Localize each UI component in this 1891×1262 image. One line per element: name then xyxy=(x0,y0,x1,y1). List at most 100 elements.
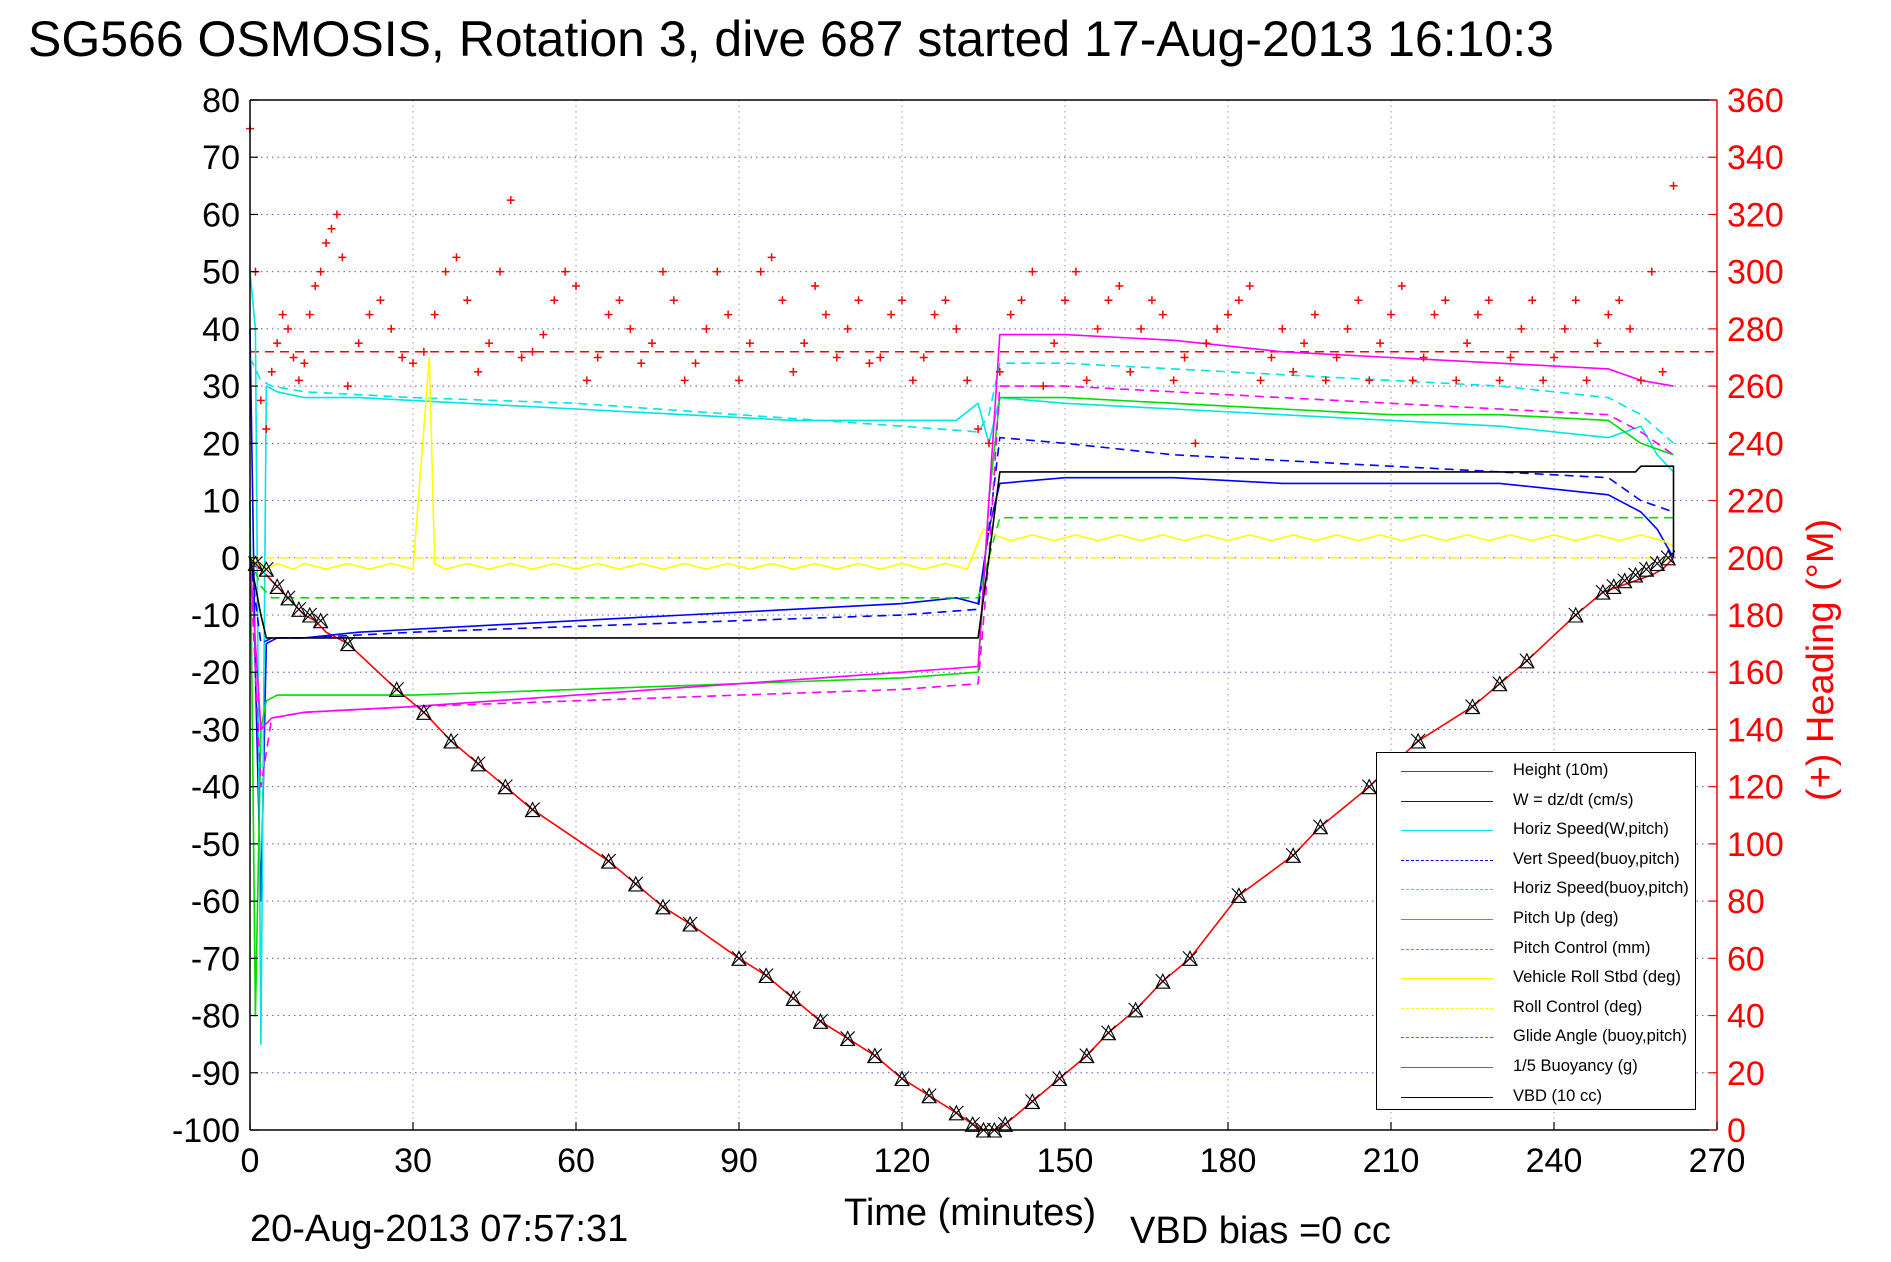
y-tick-label: 50 xyxy=(202,254,240,292)
depth-point xyxy=(682,915,698,932)
legend-swatch xyxy=(1401,948,1493,950)
heading-point xyxy=(441,267,450,276)
ticks: 0 30 60 90 120 150 180 210 240 270 80 70 60 50 40 30 20 1… xyxy=(172,82,1784,1180)
depth-point xyxy=(1595,583,1611,600)
heading-point xyxy=(1093,324,1102,333)
heading-point xyxy=(1495,376,1504,385)
legend-item: Roll Control (deg) xyxy=(1377,994,1695,1024)
heading-point xyxy=(474,367,483,376)
heading-point xyxy=(294,376,303,385)
heading-point xyxy=(267,367,276,376)
depth-point xyxy=(1660,549,1676,566)
x-tick-label: 60 xyxy=(557,1142,595,1180)
heading-point xyxy=(680,376,689,385)
heading-point xyxy=(1397,281,1406,290)
depth-point xyxy=(785,990,802,1006)
heading-point xyxy=(1354,296,1363,305)
heading-point xyxy=(713,267,722,276)
heading-point xyxy=(1636,376,1645,385)
heading-point xyxy=(724,310,733,319)
legend: Height (10m) W = dz/dt (cm/s) Horiz Speed(… xyxy=(1376,752,1696,1110)
heading-point xyxy=(1321,376,1330,385)
heading-point xyxy=(1528,296,1537,305)
heading-point xyxy=(1050,339,1059,348)
heading-point xyxy=(1180,353,1189,362)
legend-item: Vert Speed(buoy,pitch) xyxy=(1377,846,1695,876)
depth-point xyxy=(1051,1070,1068,1087)
depth-point xyxy=(339,635,356,652)
x-tick-label: 210 xyxy=(1363,1142,1420,1180)
heading-point xyxy=(311,281,320,290)
heading-point xyxy=(1582,376,1591,385)
heading-point xyxy=(658,267,667,276)
heading-point xyxy=(1256,376,1265,385)
depth-point xyxy=(655,898,671,915)
heading-point xyxy=(376,296,385,305)
heading-point xyxy=(1473,310,1482,319)
heading-point xyxy=(974,425,983,434)
legend-swatch xyxy=(1401,771,1493,772)
depth-point xyxy=(1649,555,1666,572)
heading-point xyxy=(284,324,293,333)
y2-tick-label: 340 xyxy=(1727,139,1784,177)
heading-point xyxy=(963,376,972,385)
depth-point xyxy=(1078,1047,1095,1064)
heading-point xyxy=(930,310,939,319)
depth-point xyxy=(258,560,275,577)
depth-point xyxy=(948,1104,965,1121)
y2-tick-label: 260 xyxy=(1727,368,1784,406)
depth-point xyxy=(1410,732,1427,749)
series-line-vbd-10-cc xyxy=(249,465,1675,639)
y2-tick-label: 360 xyxy=(1727,82,1784,120)
heading-point xyxy=(789,367,798,376)
heading-point xyxy=(1158,310,1167,319)
heading-point xyxy=(604,310,613,319)
heading-point xyxy=(637,359,646,368)
legend-swatch xyxy=(1401,889,1493,891)
legend-label: Glide Angle (buoy,pitch) xyxy=(1513,1027,1687,1046)
heading-point xyxy=(1615,296,1624,305)
depth-point xyxy=(1464,698,1481,715)
y-tick-label: 80 xyxy=(202,82,240,120)
heading-point xyxy=(1202,339,1211,348)
footer-vbd-bias: VBD bias =0 cc xyxy=(1130,1210,1391,1252)
depth-markers xyxy=(247,549,1676,1138)
legend-label: W = dz/dt (cm/s) xyxy=(1513,790,1634,809)
depth-point xyxy=(388,681,405,697)
heading-point xyxy=(1310,310,1319,319)
heading-point xyxy=(1365,376,1374,385)
heading-point xyxy=(1560,324,1569,333)
heading-point xyxy=(702,324,711,333)
heading-point xyxy=(1126,367,1135,376)
legend-label: VBD (10 cc) xyxy=(1513,1086,1602,1105)
heading-point xyxy=(273,339,282,348)
heading-point xyxy=(398,353,407,362)
legend-item: 1/5 Buoyancy (g) xyxy=(1377,1053,1695,1083)
heading-point xyxy=(305,310,314,319)
heading-point xyxy=(343,382,352,391)
heading-point xyxy=(1593,339,1602,348)
heading-point xyxy=(1626,324,1635,333)
legend-item: Pitch Up (deg) xyxy=(1377,905,1695,935)
heading-point xyxy=(919,353,928,362)
depth-point xyxy=(291,601,307,617)
y-tick-label: -60 xyxy=(191,883,240,921)
heading-point xyxy=(561,267,570,276)
x-tick-label: 90 xyxy=(720,1142,758,1180)
y-tick-label: 30 xyxy=(202,368,240,406)
heading-point xyxy=(1376,339,1385,348)
series-line-horiz-speed-buoy-pitch xyxy=(249,357,1675,444)
depth-point xyxy=(731,950,747,966)
depth-point xyxy=(839,1030,856,1046)
heading-point xyxy=(1147,296,1156,305)
legend-label: 1/5 Buoyancy (g) xyxy=(1513,1057,1638,1075)
y-tick-label: -20 xyxy=(191,654,240,692)
heading-point xyxy=(1289,367,1298,376)
y2-tick-label: 280 xyxy=(1727,311,1784,349)
y-tick-label: -50 xyxy=(191,826,240,864)
heading-point xyxy=(1658,367,1667,376)
series-line-1-5-buoyancy-g xyxy=(249,333,1674,731)
heading-point xyxy=(745,339,754,348)
heading-point xyxy=(572,281,580,290)
y-tick-label: -100 xyxy=(172,1112,240,1150)
